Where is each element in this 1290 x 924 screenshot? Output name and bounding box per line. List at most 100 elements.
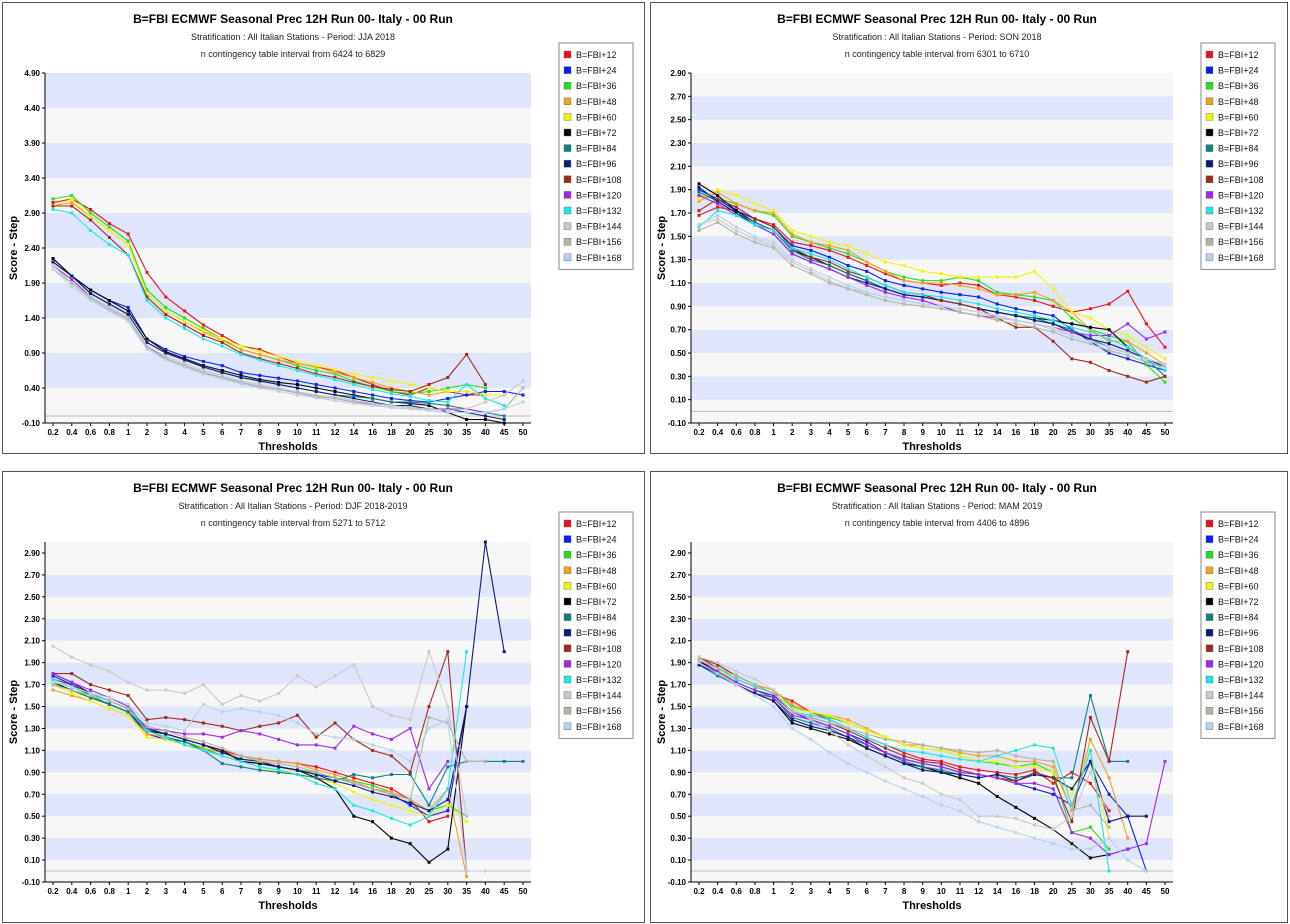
legend-label: B=FBI+168: [1218, 722, 1264, 732]
data-point: [371, 397, 375, 400]
data-point: [145, 299, 149, 302]
data-point: [865, 279, 869, 283]
x-tick-label: 8: [902, 428, 907, 437]
data-point: [371, 798, 375, 802]
data-point: [1163, 357, 1167, 361]
legend-box: [558, 42, 634, 270]
data-point: [1014, 322, 1018, 326]
y-tick-label: -0.10: [668, 878, 687, 887]
data-point: [697, 229, 701, 232]
x-tick-label: 35: [1105, 887, 1114, 896]
data-point: [483, 393, 487, 397]
data-point: [1144, 345, 1148, 349]
x-tick-label: 45: [500, 428, 509, 437]
data-point: [389, 404, 393, 407]
legend-swatch: [1205, 722, 1214, 731]
x-tick-label: 10: [293, 887, 302, 896]
data-point: [939, 803, 943, 807]
data-point: [1070, 820, 1074, 824]
data-point: [977, 302, 981, 306]
data-point: [502, 421, 506, 425]
data-point: [333, 386, 337, 390]
data-point: [314, 770, 318, 774]
data-point: [220, 724, 224, 728]
legend-label: B=FBI+96: [1218, 628, 1259, 638]
data-point: [145, 732, 149, 736]
legend-label: B=FBI+108: [576, 175, 622, 185]
data-point: [995, 316, 999, 320]
grid-band: [691, 259, 1173, 283]
data-point: [1051, 776, 1055, 780]
data-point: [314, 364, 318, 368]
grid-band: [45, 353, 531, 388]
x-tick-label: 3: [164, 887, 169, 896]
data-point: [502, 414, 506, 418]
x-tick-label: 7: [883, 887, 888, 896]
grid-band: [691, 552, 1173, 575]
legend-label: B=FBI+72: [576, 128, 617, 138]
data-point: [371, 820, 375, 824]
legend-label: B=FBI+60: [576, 112, 617, 122]
data-point: [201, 329, 205, 333]
data-point: [921, 299, 925, 302]
x-tick-label: 18: [387, 428, 396, 437]
data-point: [277, 691, 281, 695]
series-line: [52, 268, 524, 414]
data-point: [164, 715, 168, 719]
data-point: [1070, 310, 1074, 314]
data-point: [939, 304, 943, 308]
data-point: [1070, 337, 1074, 341]
data-point: [89, 694, 93, 698]
y-tick-label: 2.10: [24, 637, 40, 646]
y-tick-label: 4.40: [24, 104, 40, 113]
data-point: [827, 729, 831, 733]
data-point: [107, 302, 111, 306]
data-point: [1126, 353, 1130, 357]
data-point: [220, 369, 224, 372]
data-point: [258, 762, 262, 766]
data-point: [483, 411, 487, 414]
data-point: [1088, 847, 1092, 851]
x-tick-label: 12: [974, 428, 983, 437]
data-point: [790, 244, 794, 248]
data-point: [790, 721, 794, 725]
data-point: [697, 197, 701, 201]
y-tick-label: 2.70: [670, 571, 686, 580]
data-point: [333, 746, 337, 750]
data-point: [827, 718, 831, 722]
data-point: [465, 407, 469, 411]
data-point: [697, 658, 701, 662]
data-point: [1051, 781, 1055, 785]
data-point: [939, 307, 943, 311]
data-point: [753, 220, 757, 224]
data-point: [883, 299, 887, 302]
data-point: [939, 272, 943, 276]
x-tick-label: 0.4: [712, 428, 724, 437]
data-point: [958, 310, 962, 314]
grid-band: [45, 542, 531, 553]
data-point: [295, 386, 299, 390]
grid-band: [691, 794, 1173, 817]
data-point: [107, 309, 111, 313]
data-point: [465, 759, 469, 763]
data-point: [389, 379, 393, 383]
data-point: [1014, 314, 1018, 318]
data-point: [1088, 334, 1092, 337]
data-point: [51, 683, 55, 687]
data-point: [772, 225, 776, 229]
data-point: [107, 229, 111, 232]
y-tick-label: 2.30: [670, 615, 686, 624]
data-point: [239, 382, 243, 386]
data-point: [446, 798, 450, 802]
data-point: [183, 320, 187, 323]
data-point: [295, 366, 299, 370]
data-point: [446, 386, 450, 390]
data-point: [389, 794, 393, 798]
data-point: [220, 754, 224, 758]
data-point: [772, 705, 776, 709]
data-point: [734, 229, 738, 232]
y-tick-label: 1.50: [670, 703, 686, 712]
legend-swatch: [563, 566, 572, 575]
data-point: [239, 757, 243, 761]
data-point: [408, 773, 412, 777]
